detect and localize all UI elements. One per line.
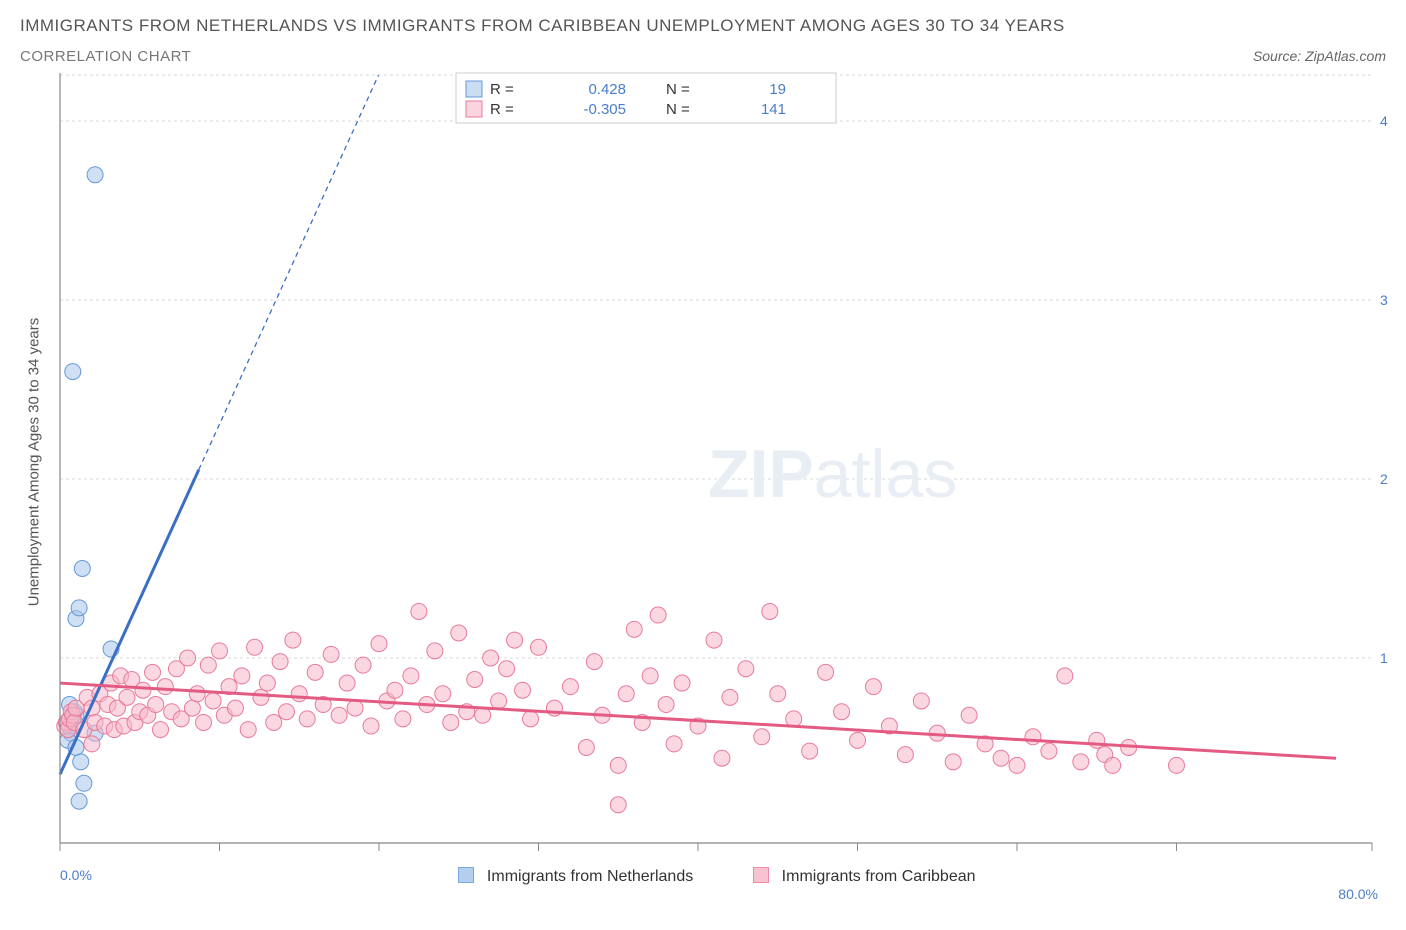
x-axis-labels: 0.0% Immigrants from Netherlands Immigra… (48, 867, 1386, 887)
x-axis-min-label: 0.0% (60, 867, 92, 883)
source-attribution: Source: ZipAtlas.com (1253, 48, 1386, 64)
svg-text:30.0%: 30.0% (1380, 292, 1388, 308)
legend-label-caribbean: Immigrants from Caribbean (782, 868, 976, 885)
legend-label-netherlands: Immigrants from Netherlands (487, 868, 693, 885)
chart-title: IMMIGRANTS FROM NETHERLANDS VS IMMIGRANT… (20, 16, 1386, 36)
legend-item-caribbean: Immigrants from Caribbean (753, 867, 975, 886)
svg-text:10.0%: 10.0% (1380, 650, 1388, 666)
svg-text:141: 141 (761, 101, 786, 118)
svg-text:0.428: 0.428 (588, 81, 626, 98)
legend-swatch-pink (753, 867, 769, 883)
svg-text:-0.305: -0.305 (583, 101, 626, 118)
y-axis-label: Unemployment Among Ages 30 to 34 years (26, 318, 43, 607)
legend-swatch-blue (458, 867, 474, 883)
svg-text:R =: R = (490, 101, 514, 118)
svg-text:N =: N = (666, 101, 690, 118)
chart-container: Unemployment Among Ages 30 to 34 years 1… (48, 67, 1386, 857)
bottom-legend: Immigrants from Netherlands Immigrants f… (48, 867, 1386, 886)
legend-item-netherlands: Immigrants from Netherlands (458, 867, 693, 886)
svg-text:19: 19 (769, 81, 786, 98)
svg-text:R =: R = (490, 81, 514, 98)
subheader-row: CORRELATION CHART Source: ZipAtlas.com (20, 48, 1386, 65)
svg-text:20.0%: 20.0% (1380, 471, 1388, 487)
correlation-chart: 10.0% 20.0% 30.0% 40.0% ZIPatlas R = 0.428 N = 1… (48, 67, 1388, 857)
svg-text:N =: N = (666, 81, 690, 98)
chart-subtitle: CORRELATION CHART (20, 48, 191, 65)
svg-text:40.0%: 40.0% (1380, 113, 1388, 129)
x-axis-max-label: 80.0% (1338, 886, 1378, 902)
svg-text:ZIPatlas: ZIPatlas (708, 436, 957, 512)
